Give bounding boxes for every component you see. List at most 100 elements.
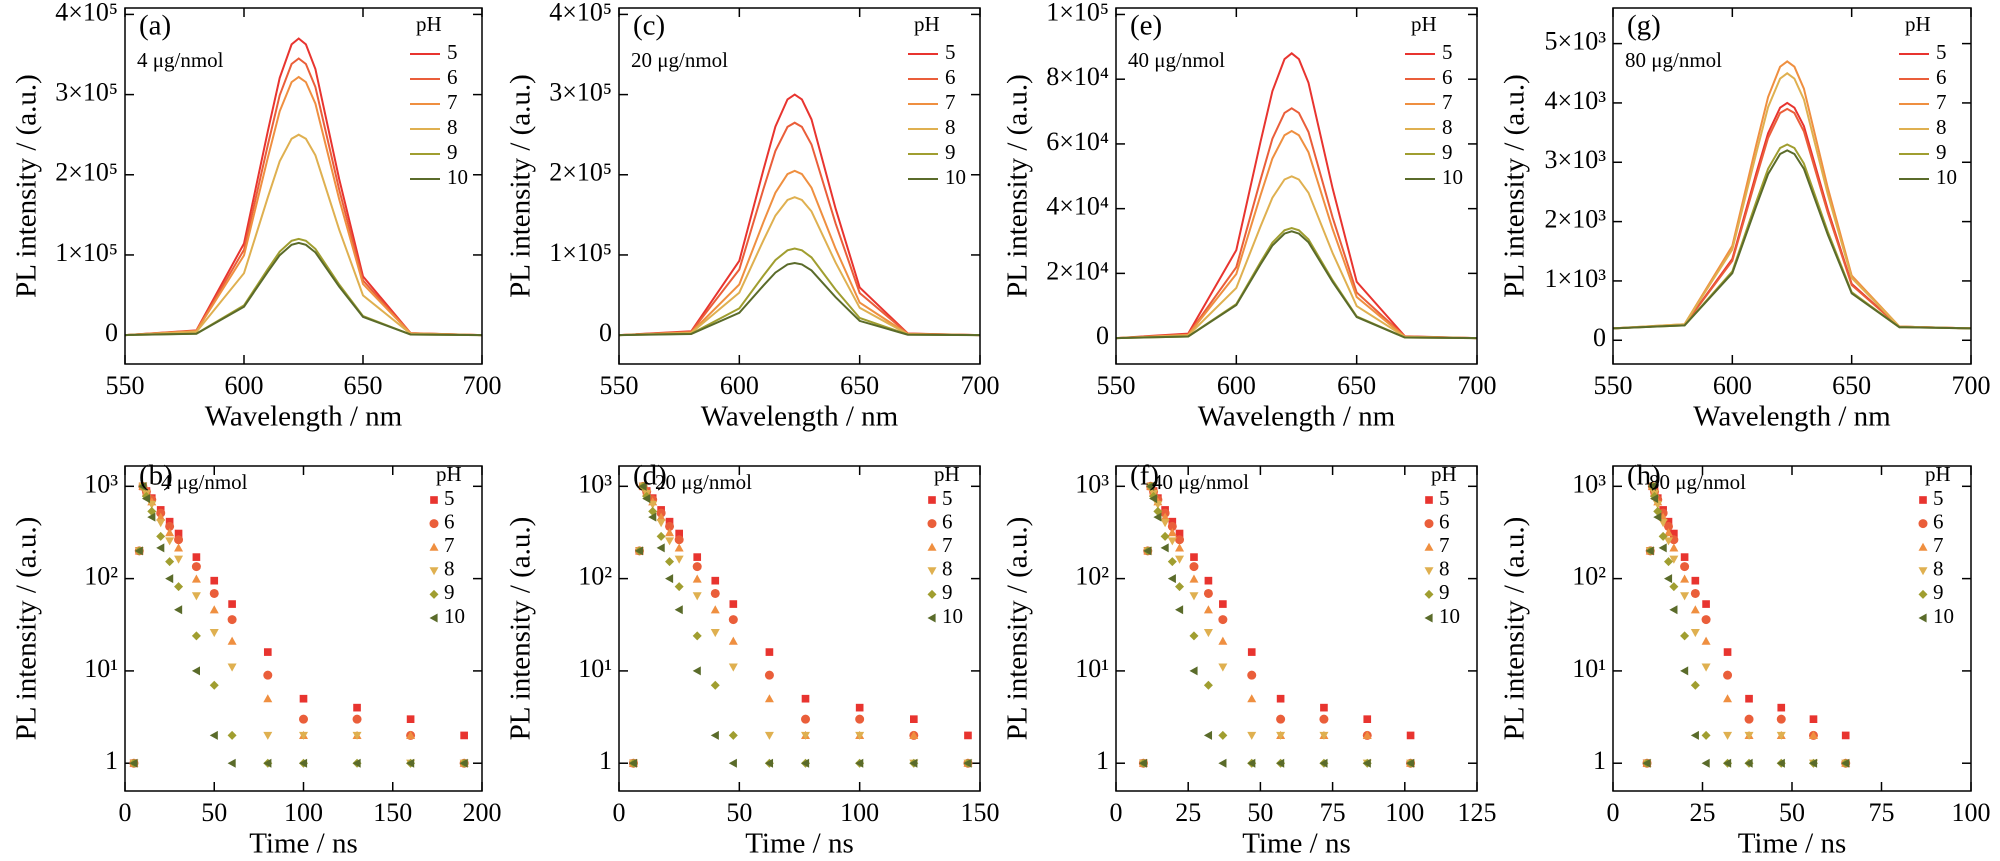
decay-point xyxy=(1777,703,1786,712)
decay-point xyxy=(191,574,201,583)
x-tick-label: 600 xyxy=(1217,371,1256,400)
x-tick-label: 600 xyxy=(225,371,264,400)
legend-label: 7 xyxy=(942,533,953,557)
x-tick-label: 200 xyxy=(463,798,502,827)
x-tick-label: 50 xyxy=(201,798,227,827)
decay-point xyxy=(165,574,174,584)
decay-point xyxy=(228,600,236,608)
legend-swatch xyxy=(927,567,937,576)
decay-point xyxy=(191,631,201,641)
decay-point xyxy=(674,555,684,564)
spectrum-line xyxy=(619,261,980,337)
decay-point xyxy=(855,758,864,768)
y-tick-label: 10¹ xyxy=(1075,654,1109,683)
decay-point xyxy=(1406,731,1415,740)
y-tick-label: 8×10⁴ xyxy=(1046,62,1109,91)
x-tick-label: 100 xyxy=(1385,798,1424,827)
decay-point xyxy=(209,588,219,598)
decay-point xyxy=(728,663,738,672)
decay-point xyxy=(1680,592,1690,601)
legend-swatch xyxy=(927,613,936,623)
decay-point xyxy=(263,694,273,703)
panel-label: (b) xyxy=(139,460,173,492)
decay-point xyxy=(406,758,415,768)
decay-point xyxy=(1690,605,1700,614)
decay-point xyxy=(1809,715,1818,724)
spectrum-line xyxy=(125,241,482,337)
legend-swatch xyxy=(429,519,439,529)
decay-point xyxy=(227,663,237,672)
decay-point xyxy=(764,694,774,703)
decay-point xyxy=(728,636,738,645)
x-tick-label: 0 xyxy=(613,798,626,827)
legend-label: 7 xyxy=(945,90,956,114)
legend-title: pH xyxy=(1905,12,1931,36)
decay-point xyxy=(642,494,651,504)
y-tick-label: 2×10⁵ xyxy=(549,158,612,187)
y-tick-label: 1 xyxy=(1593,746,1606,775)
plot-frame xyxy=(1115,7,1478,365)
y-tick-label: 4×10⁵ xyxy=(549,0,612,26)
decay-point xyxy=(191,592,201,601)
x-tick-label: 600 xyxy=(720,371,759,400)
decay-point xyxy=(1362,730,1372,740)
decay-point xyxy=(1247,731,1257,740)
legend-label: 7 xyxy=(1936,90,1947,114)
spectrum-line xyxy=(1613,101,1971,330)
x-tick-label: 0 xyxy=(119,798,132,827)
decay-point xyxy=(855,731,865,740)
decay-point xyxy=(141,494,151,504)
decay-point xyxy=(1276,731,1286,740)
decay-point xyxy=(1189,666,1198,676)
decay-point xyxy=(665,528,675,537)
y-tick-label: 0 xyxy=(599,318,612,347)
x-tick-label: 700 xyxy=(1952,371,1991,400)
plot-frame xyxy=(1612,7,1972,365)
legend-label: 9 xyxy=(444,580,455,604)
legend-label: 10 xyxy=(1933,604,1954,628)
x-tick-label: 550 xyxy=(600,371,639,400)
spectrum-line xyxy=(1613,60,1971,330)
y-tick-label: 5×10³ xyxy=(1545,27,1607,56)
decay-point xyxy=(1701,615,1711,625)
panel-annotation: 40 μg/nmol xyxy=(1152,470,1249,494)
x-tick-label: 50 xyxy=(726,798,752,827)
decay-point xyxy=(764,731,774,740)
legend-label: 9 xyxy=(945,140,956,164)
legend-swatch xyxy=(1424,519,1434,529)
decay-point xyxy=(1841,758,1850,768)
spectrum-line xyxy=(1613,143,1971,330)
decay-point xyxy=(1744,758,1753,768)
legend-label: 5 xyxy=(1933,486,1944,510)
x-tick-label: 25 xyxy=(1175,798,1201,827)
spectrum-line xyxy=(125,237,482,337)
decay-point xyxy=(1203,588,1213,598)
x-axis-label: Wavelength / nm xyxy=(205,401,403,433)
legend-swatch xyxy=(927,542,937,551)
y-tick-label: 10³ xyxy=(1075,469,1109,498)
legend-label: 8 xyxy=(1936,115,1947,139)
decay-point xyxy=(1218,730,1228,740)
y-tick-label: 10¹ xyxy=(84,654,118,683)
decay-point xyxy=(710,730,719,740)
legend-label: 6 xyxy=(1439,509,1450,533)
y-tick-label: 10³ xyxy=(1572,469,1606,498)
decay-point xyxy=(1690,680,1700,690)
decay-point xyxy=(1680,562,1690,572)
decay-point xyxy=(656,519,666,528)
decay-point xyxy=(1247,648,1256,656)
decay-point xyxy=(1669,555,1679,564)
decay-point xyxy=(227,730,237,740)
decay-point xyxy=(1690,730,1699,740)
legend-swatch xyxy=(1918,542,1928,551)
legend-label: 8 xyxy=(444,557,455,581)
decay-point xyxy=(634,546,644,556)
x-tick-label: 650 xyxy=(1337,371,1376,400)
decay-point xyxy=(1680,631,1690,641)
legend-swatch xyxy=(1918,589,1928,599)
legend-label: 10 xyxy=(1439,604,1460,628)
decay-point xyxy=(728,615,738,625)
y-tick-label: 0 xyxy=(1096,321,1109,350)
decay-point xyxy=(353,703,361,712)
decay-point xyxy=(656,543,665,553)
